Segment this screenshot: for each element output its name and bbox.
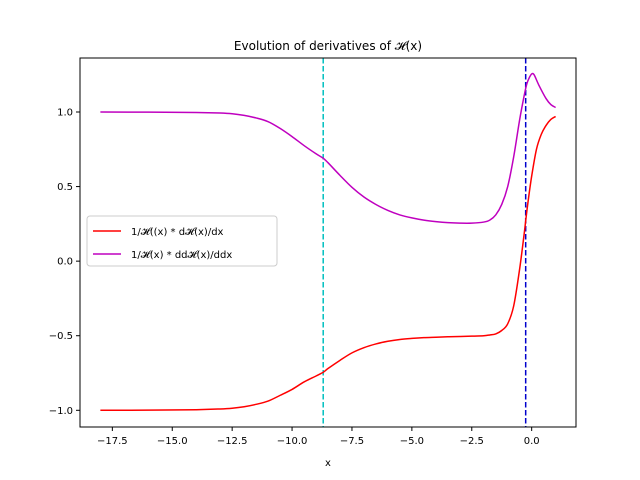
x-axis-ticks: −17.5 −15.0 −12.5 −10.0 −7.5 −5.0 −2.5 0.0 <box>97 427 540 447</box>
series-line-1 <box>100 115 557 412</box>
y-tick-label: −0.5 <box>49 331 73 342</box>
axes-frame <box>79 57 577 428</box>
x-tick-label: −17.5 <box>97 436 128 447</box>
x-tick-label: −10.0 <box>277 436 308 447</box>
legend-box <box>86 215 278 267</box>
chart-title: Evolution of derivatives of 𝓗(x) <box>234 39 422 53</box>
y-tick-label: −1.0 <box>49 406 73 417</box>
y-tick-label: 1.0 <box>57 107 73 118</box>
x-axis-label: x <box>325 458 331 469</box>
x-tick-label: −12.5 <box>217 436 248 447</box>
x-tick-label: 0.0 <box>524 436 540 447</box>
vertical-lines <box>322 58 527 427</box>
series-line-2 <box>100 72 557 224</box>
x-tick-label: −15.0 <box>157 436 188 447</box>
legend: 1/𝓗((x) * d𝓗(x)/dx 1/𝓗(x) * dd𝓗(x)/ddx <box>86 215 278 267</box>
x-tick-label: −7.5 <box>340 436 364 447</box>
y-tick-label: 0.0 <box>57 257 73 268</box>
y-axis-ticks: −1.0 −0.5 0.0 0.5 1.0 <box>49 107 80 417</box>
x-tick-label: −2.5 <box>460 436 484 447</box>
series-lines <box>100 72 557 412</box>
x-tick-label: −5.0 <box>400 436 424 447</box>
legend-label-series-1: 1/𝓗((x) * d𝓗(x)/dx <box>131 227 224 238</box>
legend-label-series-2: 1/𝓗(x) * dd𝓗(x)/ddx <box>131 250 232 261</box>
y-tick-label: 0.5 <box>57 182 73 193</box>
